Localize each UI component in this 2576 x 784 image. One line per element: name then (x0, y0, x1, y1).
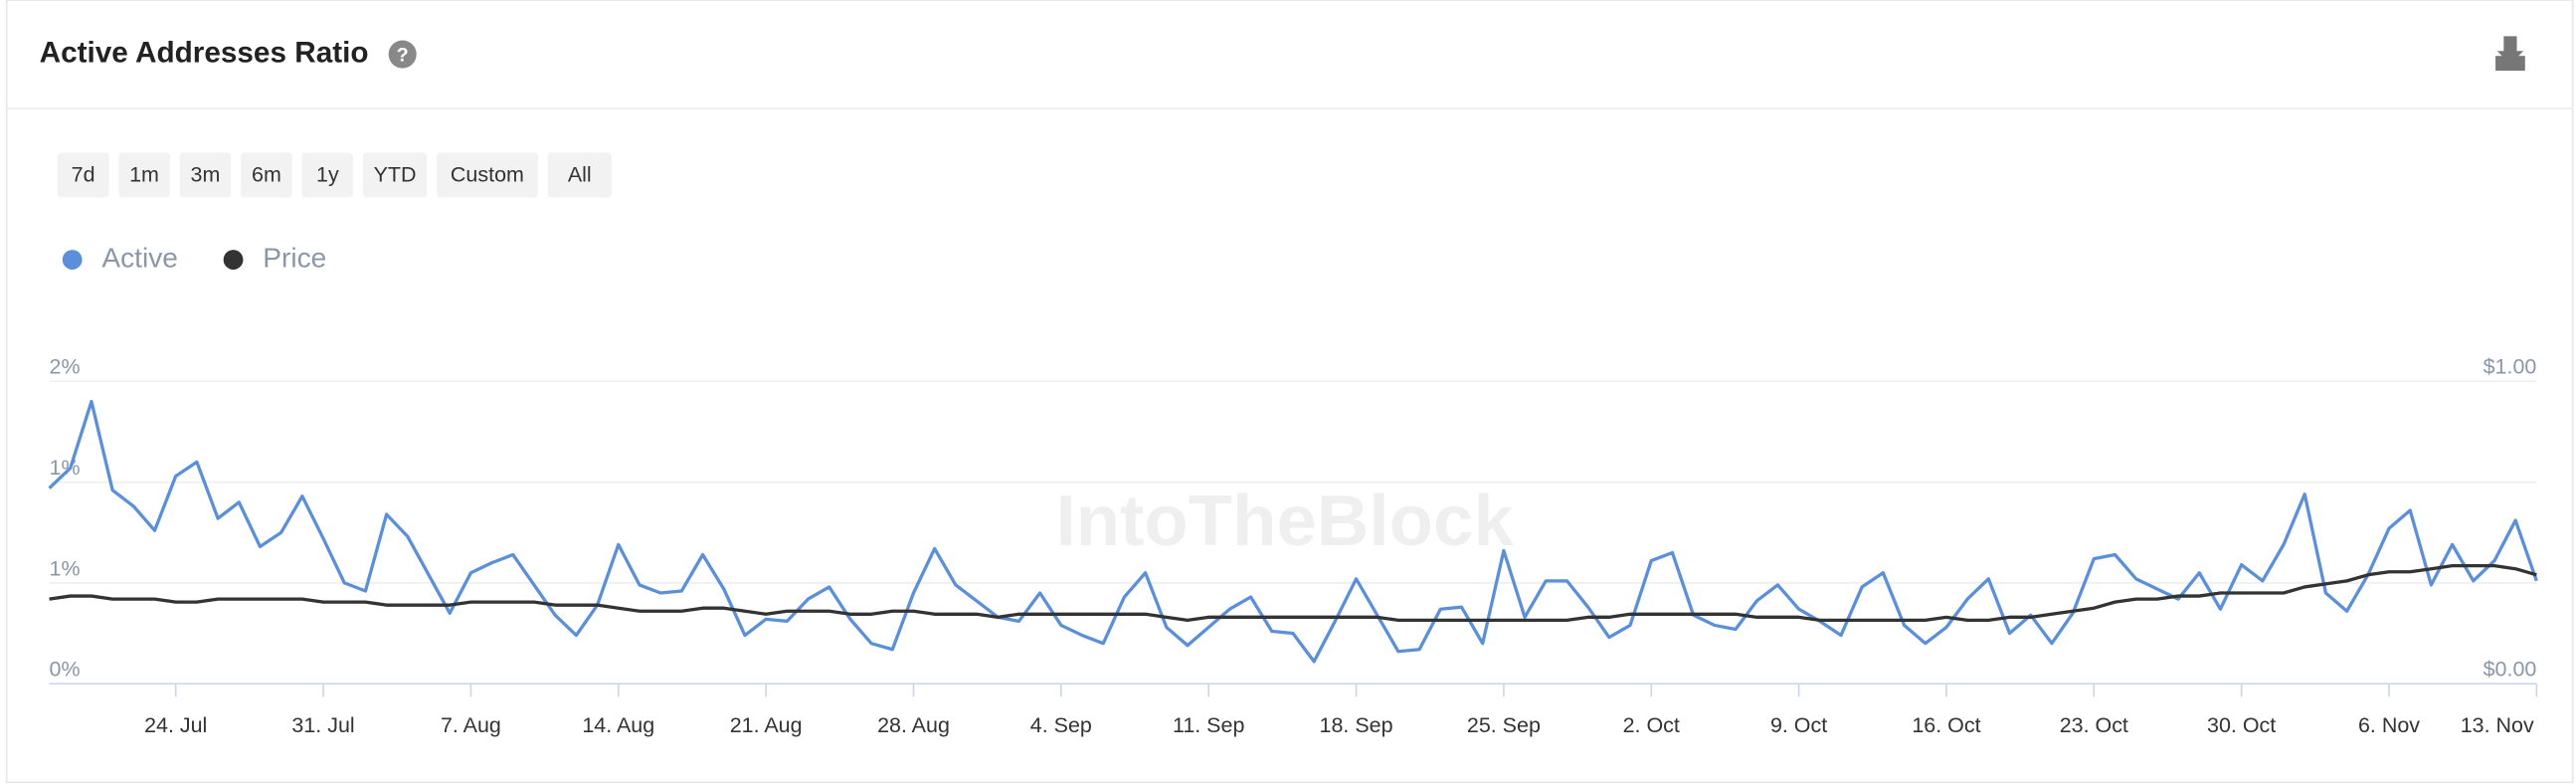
x-tick-label: 30. Oct (2207, 713, 2276, 737)
x-tick-label: 9. Oct (1770, 713, 1827, 737)
x-tick-label: 16. Oct (1912, 713, 1980, 737)
x-tick-label: 11. Sep (1173, 713, 1244, 737)
card-title: Active Addresses Ratio (40, 36, 369, 69)
y2-tick-label: $1.00 (2484, 355, 2537, 379)
legend-marker[interactable] (223, 250, 244, 270)
legend-label[interactable]: Price (263, 242, 326, 273)
range-button-label[interactable]: 7d (72, 162, 95, 186)
range-button-label[interactable]: All (568, 162, 592, 186)
card-frame (5, 0, 2574, 784)
series-line (48, 399, 2538, 664)
range-button[interactable] (363, 152, 428, 198)
y-tick-label: 2% (50, 355, 81, 379)
range-button-label[interactable]: YTD (374, 162, 417, 186)
y-tick-label: 1% (50, 556, 81, 580)
x-tick-label: 13. Nov (2461, 713, 2534, 737)
legend-label[interactable]: Active (101, 242, 177, 273)
range-button[interactable] (118, 152, 170, 198)
range-button[interactable] (437, 152, 538, 198)
download-button[interactable] (2495, 36, 2525, 72)
range-button-label[interactable]: 1m (129, 162, 159, 186)
legend-marker[interactable] (62, 250, 83, 270)
x-tick-label: 4. Sep (1030, 713, 1092, 737)
x-tick-label: 23. Oct (2060, 713, 2128, 737)
range-button-label[interactable]: 3m (191, 162, 221, 186)
x-tick-label: 2. Oct (1623, 713, 1680, 737)
x-tick-label: 7. Aug (441, 713, 501, 737)
y2-tick-label: $0.00 (2484, 658, 2537, 682)
x-tick-label: 21. Aug (730, 713, 803, 737)
x-tick-label: 28. Aug (877, 713, 950, 737)
range-button[interactable] (57, 152, 109, 198)
range-button[interactable] (547, 152, 612, 198)
help-icon[interactable]: ? (388, 40, 417, 69)
watermark: IntoTheBlock (1056, 481, 1515, 561)
x-tick-label: 6. Nov (2358, 713, 2420, 737)
series-line (49, 564, 2537, 623)
x-tick-label: 31. Jul (291, 713, 354, 737)
range-button[interactable] (241, 152, 292, 198)
x-tick-label: 14. Aug (582, 713, 654, 737)
x-tick-label: 18. Sep (1320, 713, 1393, 737)
range-button-label[interactable]: 6m (252, 162, 281, 186)
range-button[interactable] (301, 152, 354, 198)
range-button[interactable] (179, 152, 232, 198)
x-tick-label: 24. Jul (144, 713, 207, 737)
y-tick-label: 1% (50, 456, 81, 480)
x-tick-label: 25. Sep (1467, 713, 1541, 737)
range-button-label[interactable]: 1y (316, 162, 339, 186)
range-button-label[interactable]: Custom (451, 162, 524, 186)
svg-text:?: ? (397, 44, 409, 66)
y-tick-label: 0% (50, 658, 81, 682)
